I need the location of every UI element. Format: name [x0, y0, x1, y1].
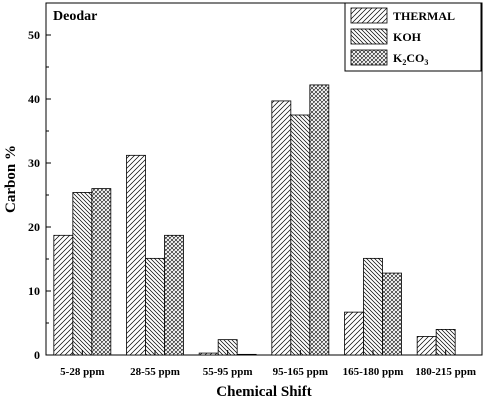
bar-k2co3-5-28ppm [91, 188, 112, 356]
bar-k2co3-95-165ppm [309, 84, 330, 356]
bar-thermal-55-95ppm [198, 352, 219, 356]
bar-thermal-5-28ppm [53, 234, 74, 356]
x-tick-label: 55-95 ppm [203, 366, 253, 378]
y-tick-label: 30 [28, 156, 40, 170]
plot-frame [45, 2, 483, 356]
y-tick-label: 10 [28, 284, 40, 298]
y-tick-label: 50 [28, 28, 40, 42]
bar-thermal-95-165ppm [271, 100, 292, 356]
x-axis-title: Chemical Shift [216, 384, 311, 400]
y-tick-label: 40 [28, 92, 40, 106]
bar-koh-5-28ppm [72, 192, 93, 356]
legend-swatch-thermal [350, 7, 388, 24]
legend-label-k2co3: K2CO3 [393, 51, 428, 67]
legend-label-koh: KOH [393, 30, 422, 44]
legend-swatch-k2co3 [350, 49, 388, 66]
bar-koh-165-180ppm [363, 257, 383, 356]
bar-koh-95-165ppm [290, 114, 311, 356]
x-tick-label: 28-55 ppm [130, 366, 180, 378]
bar-k2co3-55-95ppm [236, 353, 257, 356]
bar-thermal-165-180ppm [344, 311, 364, 356]
y-tick-label: 20 [28, 220, 40, 234]
bar-k2co3-165-180ppm [382, 272, 402, 356]
y-tick-label: 0 [34, 348, 40, 362]
chart-title: Deodar [53, 9, 97, 24]
x-tick-label: 165-180 ppm [343, 366, 404, 378]
legend-label-thermal: THERMAL [393, 9, 455, 23]
legend: THERMAL KOH K2CO3 [344, 2, 482, 72]
x-tick-label: 5-28 ppm [60, 366, 104, 378]
x-tick-label: 180-215 ppm [415, 366, 476, 378]
y-axis-title: Carbon % [3, 145, 19, 213]
x-axis: 5-28 ppm 28-55 ppm 55-95 ppm 95-165 ppm 165-… [60, 350, 476, 378]
bar-koh-28-55ppm [145, 257, 165, 356]
bars-group [53, 84, 456, 356]
legend-swatch-koh [350, 28, 388, 45]
bar-thermal-180-215ppm [416, 336, 437, 356]
bar-thermal-28-55ppm [126, 154, 146, 356]
y-axis: 0 10 20 30 40 50 [28, 28, 51, 362]
x-tick-label: 95-165 ppm [273, 366, 328, 378]
bar-k2co3-28-55ppm [164, 234, 184, 356]
